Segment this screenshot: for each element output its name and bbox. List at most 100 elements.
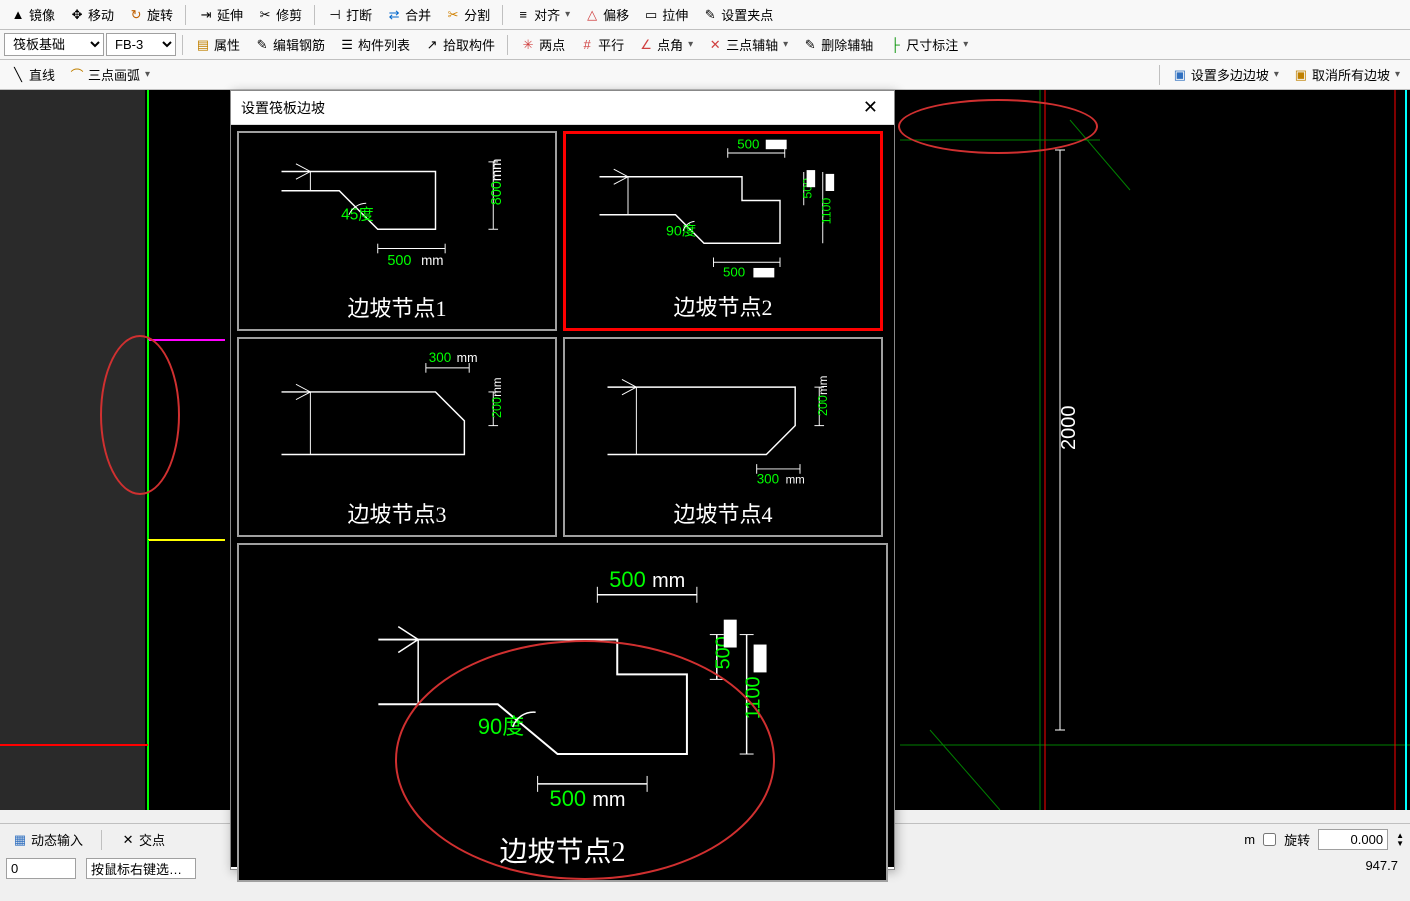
component-combo[interactable]: FB-3	[106, 33, 176, 56]
svg-text:45度: 45度	[341, 206, 374, 224]
status-hint-input[interactable]	[86, 858, 196, 879]
dyn-input-icon: ▦	[12, 832, 28, 848]
pick-comp-button[interactable]: ↗拾取构件	[418, 33, 501, 56]
arc-3pt-button[interactable]: ⌒三点画弧▾	[63, 63, 156, 86]
svg-text:1100: 1100	[819, 198, 833, 225]
label: 动态输入	[31, 830, 83, 849]
svg-text:mm: mm	[818, 376, 830, 395]
set-multi-slope-button[interactable]: ▣设置多边边坡▾	[1166, 63, 1285, 86]
status-num-input[interactable]	[6, 858, 76, 879]
parallel-button[interactable]: #平行	[573, 33, 630, 56]
intersect-icon: ✕	[120, 832, 136, 848]
label: 镜像	[29, 5, 55, 24]
rotate-checkbox[interactable]	[1263, 833, 1276, 846]
coord-readout: 947.7	[1365, 858, 1398, 879]
svg-text:300: 300	[429, 350, 451, 365]
mirror-icon: ▲	[10, 7, 26, 23]
slope-node-1[interactable]: 45度 500 mm 800 mm 边坡节点1	[237, 131, 557, 331]
rotate-icon: ↻	[128, 7, 144, 23]
slope-node-4[interactable]: 300 mm 200 mm 边坡节点4	[563, 337, 883, 537]
preview-label: 边坡节点2	[239, 824, 886, 880]
break-icon: ⊣	[327, 7, 343, 23]
two-point-button[interactable]: ✳两点	[514, 33, 571, 56]
label: 对齐	[534, 5, 560, 24]
slope-node-3[interactable]: 300 mm 200 mm 边坡节点3	[237, 337, 557, 537]
delete-aux-button[interactable]: ✎删除辅轴	[796, 33, 879, 56]
svg-text:mm: mm	[592, 789, 625, 811]
svg-text:500: 500	[723, 265, 745, 280]
label: 偏移	[603, 5, 629, 24]
slope-preview: 90度 500 mm 500 mm 500	[237, 543, 888, 882]
label: 拉伸	[662, 5, 688, 24]
label: 分割	[464, 5, 490, 24]
tile-label: 边坡节点4	[565, 493, 881, 535]
label: 交点	[139, 830, 165, 849]
set-grip-button[interactable]: ✎设置夹点	[696, 3, 779, 26]
canvas-dim: 2000	[1058, 406, 1080, 451]
stretch-button[interactable]: ▭拉伸	[637, 3, 694, 26]
label: 点角	[657, 35, 683, 54]
tile-label: 边坡节点2	[566, 286, 880, 328]
props-button[interactable]: ▤属性	[189, 33, 246, 56]
toolbar-edit: ▲镜像 ✥移动 ↻旋转 ⇥延伸 ✂修剪 ⊣打断 ⇄合并 ✂分割 ≡对齐▾ △偏移…	[0, 0, 1410, 30]
dim-anno-button[interactable]: ├尺寸标注▾	[881, 33, 974, 56]
label: 拾取构件	[443, 35, 495, 54]
merge-button[interactable]: ⇄合并	[380, 3, 437, 26]
extend-button[interactable]: ⇥延伸	[192, 3, 249, 26]
merge-icon: ⇄	[386, 7, 402, 23]
slope-dialog: 设置筏板边坡 ✕ 45度 500 mm 800	[230, 90, 895, 870]
label: 两点	[539, 35, 565, 54]
trim-button[interactable]: ✂修剪	[251, 3, 308, 26]
svg-text:500: 500	[737, 136, 759, 151]
label: 旋转	[147, 5, 173, 24]
label: 移动	[88, 5, 114, 24]
move-button[interactable]: ✥移动	[63, 3, 120, 26]
svg-text:500: 500	[387, 253, 411, 269]
toolbar-draw: ╲直线 ⌒三点画弧▾ ▣设置多边边坡▾ ▣取消所有边坡▾	[0, 60, 1410, 90]
align-icon: ≡	[515, 7, 531, 23]
stretch-icon: ▭	[643, 7, 659, 23]
offset-icon: △	[584, 7, 600, 23]
svg-text:500: 500	[609, 567, 645, 592]
split-button[interactable]: ✂分割	[439, 3, 496, 26]
point-angle-button[interactable]: ∠点角▾	[632, 33, 699, 56]
rebar-icon: ✎	[254, 37, 270, 53]
aux-icon: ✕	[707, 37, 723, 53]
break-button[interactable]: ⊣打断	[321, 3, 378, 26]
offset-button[interactable]: △偏移	[578, 3, 635, 26]
trim-icon: ✂	[257, 7, 273, 23]
svg-text:mm: mm	[652, 570, 685, 592]
rotate-button[interactable]: ↻旋转	[122, 3, 179, 26]
category-combo[interactable]: 筏板基础	[4, 33, 104, 56]
svg-text:mm: mm	[421, 253, 443, 268]
svg-text:90度: 90度	[666, 223, 696, 240]
svg-text:300: 300	[757, 471, 779, 486]
label: 平行	[598, 35, 624, 54]
svg-text:mm: mm	[489, 159, 504, 181]
label: 删除辅轴	[821, 35, 873, 54]
dialog-titlebar[interactable]: 设置筏板边坡 ✕	[231, 91, 894, 125]
comp-list-button[interactable]: ☰构件列表	[333, 33, 416, 56]
slope-node-2[interactable]: 90度 500 500 500	[563, 131, 883, 331]
list-icon: ☰	[339, 37, 355, 53]
toolbar-props: 筏板基础 FB-3 ▤属性 ✎编辑钢筋 ☰构件列表 ↗拾取构件 ✳两点 #平行 …	[0, 30, 1410, 60]
close-button[interactable]: ✕	[857, 97, 884, 118]
label: 三点画弧	[88, 65, 140, 84]
dyn-input-toggle[interactable]: ▦动态输入	[6, 828, 89, 851]
three-pt-aux-button[interactable]: ✕三点辅轴▾	[701, 33, 794, 56]
label: 设置多边边坡	[1191, 65, 1269, 84]
label: 取消所有边坡	[1312, 65, 1390, 84]
edit-rebar-button[interactable]: ✎编辑钢筋	[248, 33, 331, 56]
intersect-snap-toggle[interactable]: ✕交点	[114, 828, 171, 851]
align-button[interactable]: ≡对齐▾	[509, 3, 576, 26]
extend-icon: ⇥	[198, 7, 214, 23]
rotate-value-input[interactable]	[1318, 829, 1388, 850]
label: 属性	[214, 35, 240, 54]
line-icon: ╲	[10, 67, 26, 83]
cancel-all-slope-button[interactable]: ▣取消所有边坡▾	[1287, 63, 1406, 86]
pick-icon: ↗	[424, 37, 440, 53]
parallel-icon: #	[579, 37, 595, 53]
line-button[interactable]: ╲直线	[4, 63, 61, 86]
mirror-button[interactable]: ▲镜像	[4, 3, 61, 26]
tile-label: 边坡节点3	[239, 493, 555, 535]
